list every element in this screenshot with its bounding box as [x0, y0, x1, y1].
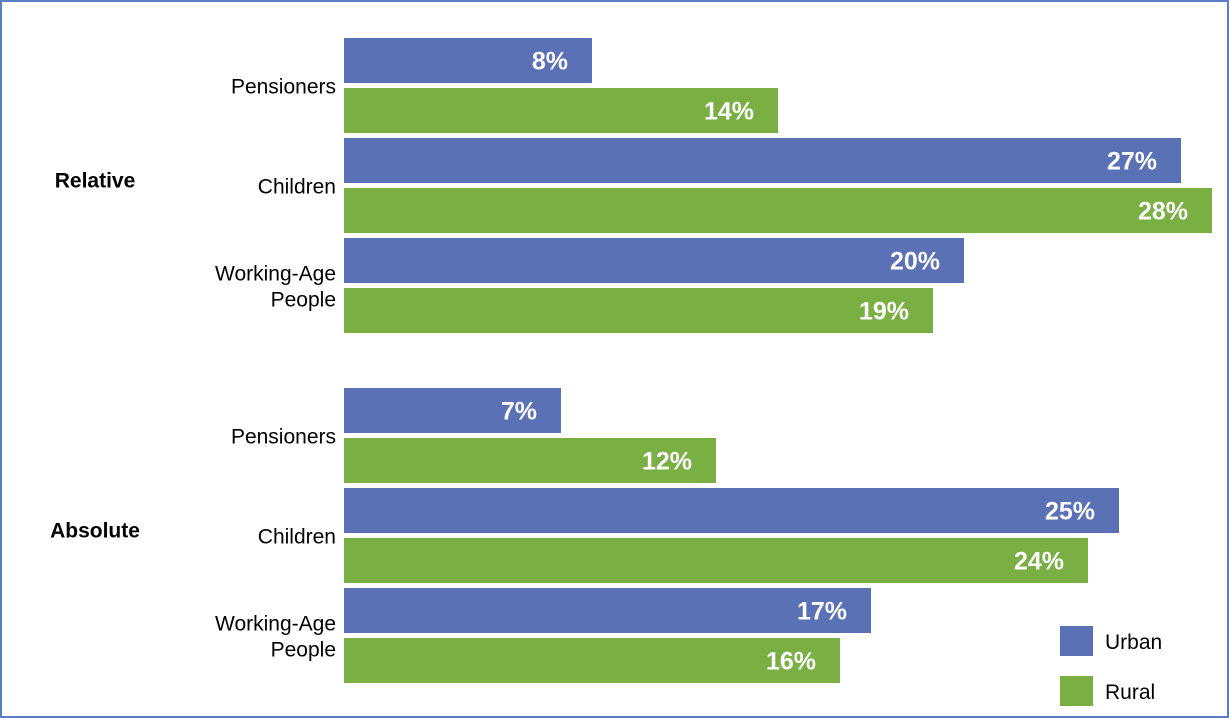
category-label-absolute-children: Children [258, 526, 336, 549]
data-label-absolute-children-urban: 25% [1045, 498, 1095, 526]
legend-label-urban: Urban [1105, 631, 1162, 654]
data-label-relative-children-urban: 27% [1107, 148, 1157, 176]
bar-relative-children-rural [344, 188, 1212, 233]
bar-relative-pensioners-urban [344, 38, 592, 83]
legend-swatch-rural [1060, 676, 1093, 706]
bar-absolute-working-age-people-rural [344, 638, 840, 683]
bar-relative-pensioners-rural [344, 88, 778, 133]
data-label-absolute-pensioners-urban: 7% [501, 398, 537, 426]
bar-absolute-pensioners-urban [344, 388, 561, 433]
data-label-relative-working-age-people-urban: 20% [890, 248, 940, 276]
bar-relative-working-age-people-rural [344, 288, 933, 333]
bar-absolute-children-urban [344, 488, 1119, 533]
legend-label-rural: Rural [1105, 681, 1155, 704]
bar-absolute-working-age-people-urban [344, 588, 871, 633]
data-label-absolute-children-rural: 24% [1014, 548, 1064, 576]
legend-swatch-urban [1060, 626, 1093, 656]
data-label-absolute-working-age-people-urban: 17% [797, 598, 847, 626]
bar-absolute-pensioners-rural [344, 438, 716, 483]
category-label-absolute-pensioners: Pensioners [231, 426, 336, 449]
category-label-relative-children: Children [258, 176, 336, 199]
data-label-relative-children-rural: 28% [1138, 198, 1188, 226]
group-label-absolute: Absolute [50, 520, 140, 543]
data-label-relative-pensioners-urban: 8% [532, 48, 568, 76]
data-label-relative-pensioners-rural: 14% [704, 98, 754, 126]
category-label-absolute-working-age-people: Working-Age People [215, 613, 336, 662]
data-label-relative-working-age-people-rural: 19% [859, 298, 909, 326]
category-label-relative-pensioners: Pensioners [231, 76, 336, 99]
bar-relative-children-urban [344, 138, 1181, 183]
data-label-absolute-working-age-people-rural: 16% [766, 648, 816, 676]
bar-relative-working-age-people-urban [344, 238, 964, 283]
category-label-relative-working-age-people: Working-Age People [215, 263, 336, 312]
bar-absolute-children-rural [344, 538, 1088, 583]
group-label-relative: Relative [55, 170, 136, 193]
data-label-absolute-pensioners-rural: 12% [642, 448, 692, 476]
